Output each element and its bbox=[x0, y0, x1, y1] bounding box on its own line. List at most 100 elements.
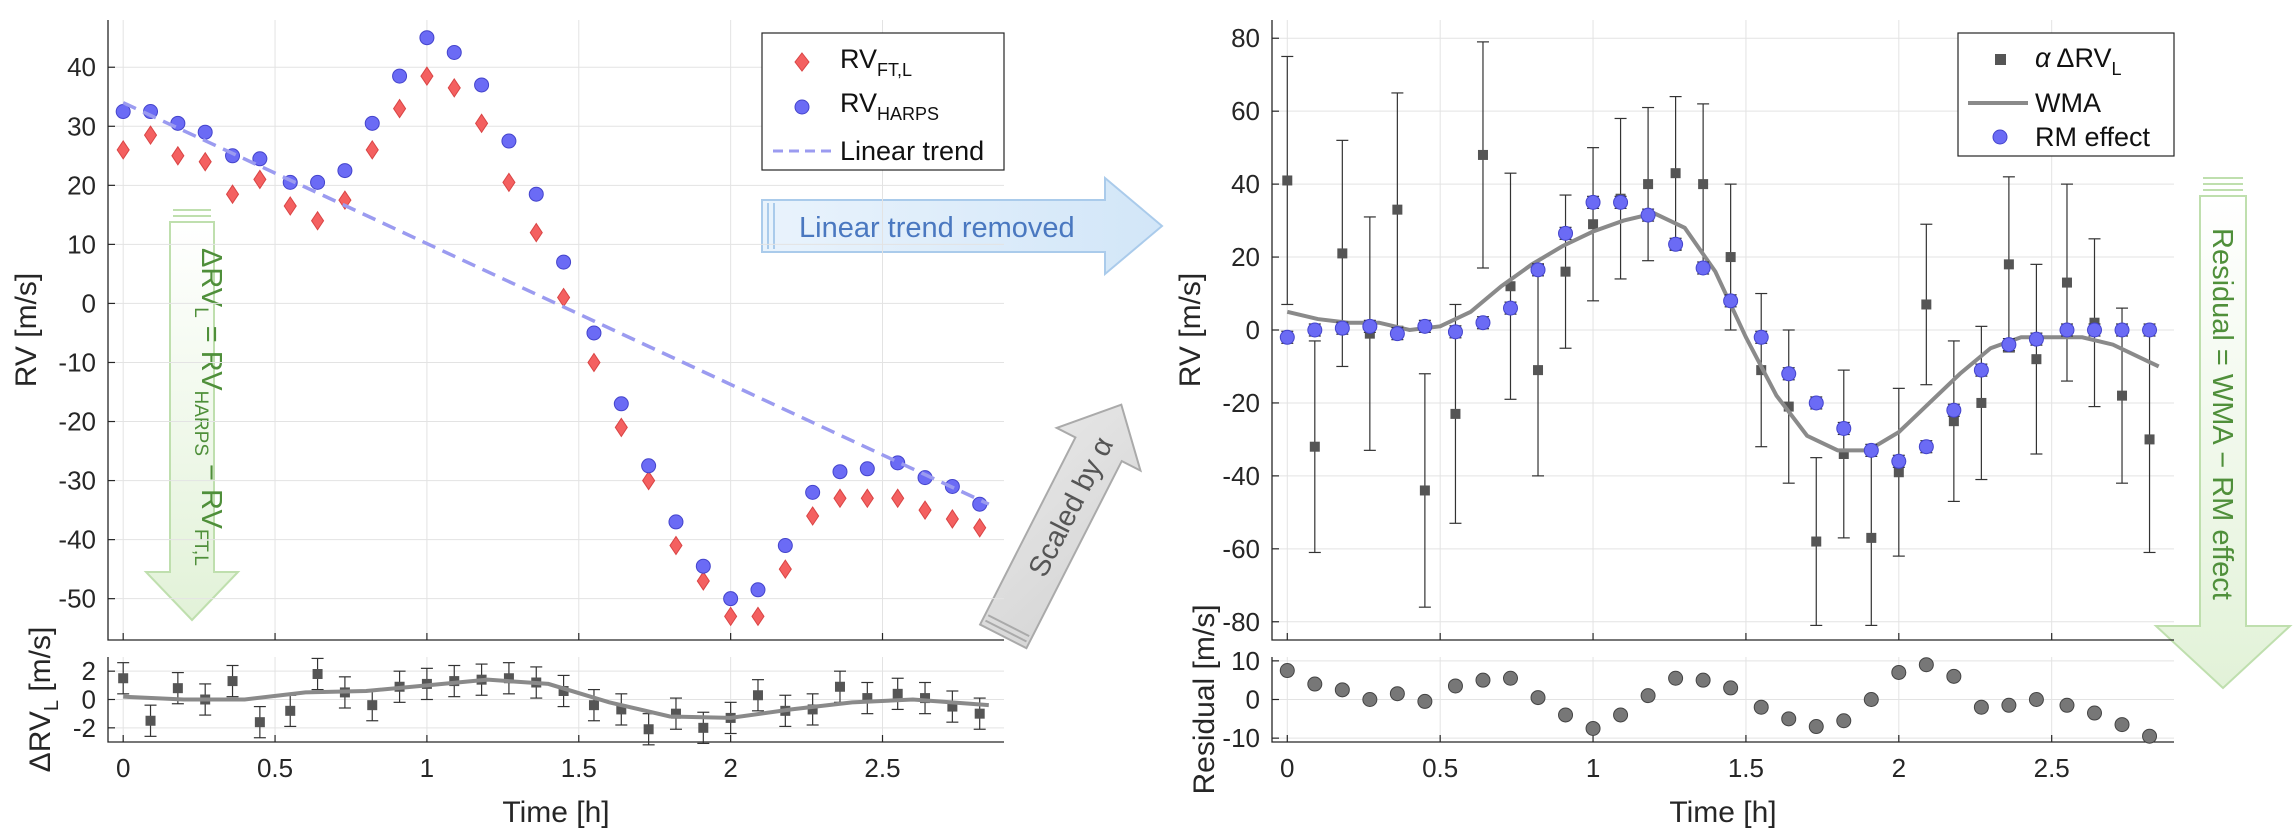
rm-effect-point bbox=[1973, 362, 1989, 378]
delta-rv-point bbox=[670, 708, 681, 719]
residual-point bbox=[1475, 672, 1491, 688]
y-tick-label: -40 bbox=[1222, 461, 1260, 491]
rv-harps-point bbox=[419, 30, 435, 46]
rv-ftl-point bbox=[502, 172, 516, 193]
delta-rv-point bbox=[1948, 416, 1959, 427]
delta-rv-point bbox=[1419, 485, 1430, 496]
delta-rv-point bbox=[588, 700, 599, 711]
residual-point bbox=[1585, 720, 1601, 736]
y-axis-label: RV [m/s] bbox=[10, 273, 43, 387]
wma-line bbox=[1286, 211, 2160, 453]
rv-ftl-point bbox=[225, 184, 240, 205]
rv-harps-point bbox=[586, 325, 602, 341]
delta-rv-point bbox=[1560, 266, 1571, 277]
y-tick-label: 0 bbox=[1246, 685, 1260, 715]
rv-ftl-point bbox=[338, 190, 352, 210]
delta-rv-point bbox=[227, 676, 238, 687]
left-difference-arrow bbox=[143, 221, 241, 622]
delta-rv-point bbox=[698, 722, 709, 733]
rv-ftl-point bbox=[918, 500, 932, 520]
rm-effect-point bbox=[1558, 225, 1574, 241]
y-axis-label: RV [m/s] bbox=[1174, 273, 1207, 387]
rv-ftl-point bbox=[447, 78, 461, 98]
rm-effect-point bbox=[1585, 194, 1601, 210]
y-tick-label: -10 bbox=[1222, 723, 1260, 753]
linear-trend-removed-arrow bbox=[761, 175, 1164, 277]
rm-effect-point bbox=[1307, 322, 1323, 338]
rv-ftl-point bbox=[283, 196, 297, 216]
y-tick-label: 2 bbox=[82, 656, 96, 686]
delta-rv-point bbox=[312, 669, 323, 679]
residual-point bbox=[1530, 690, 1546, 706]
x-tick-label: 1 bbox=[420, 753, 434, 783]
series-Linear trend bbox=[122, 101, 990, 506]
rm-effect-point bbox=[2001, 337, 2017, 353]
rv-ftl-point bbox=[696, 571, 710, 591]
rv-harps-point bbox=[556, 254, 572, 270]
delta-rv-point bbox=[118, 673, 129, 684]
delta-rv-point bbox=[643, 724, 654, 735]
rv-ftl-point bbox=[474, 113, 489, 134]
rm-effect-point bbox=[1723, 293, 1739, 309]
rv-harps-point bbox=[528, 186, 544, 202]
rv-harps-point bbox=[859, 461, 875, 477]
panel-right-bottom: -10 0 10 0 0.5 1 1.5 2 2.5 Time [h] Residual [m/s] bbox=[1188, 604, 2174, 829]
y-tick-label: -50 bbox=[58, 584, 96, 614]
delta-rv-point bbox=[1477, 149, 1488, 160]
rv-ftl-point bbox=[778, 559, 792, 580]
delta-rv-point bbox=[2144, 434, 2155, 445]
residual-point bbox=[1279, 663, 1295, 679]
linear-trend-removed-label: Linear trend removed bbox=[799, 212, 1075, 244]
residual-point bbox=[1558, 707, 1574, 723]
rm-effect-point bbox=[2059, 322, 2075, 338]
rm-effect-point bbox=[1836, 420, 1852, 436]
x-tick-label: 2.5 bbox=[864, 753, 900, 783]
delta-rv-point bbox=[558, 686, 569, 696]
delta-rv-point bbox=[1337, 248, 1348, 259]
rv-ftl-point bbox=[529, 222, 543, 243]
delta-rv-point bbox=[1643, 179, 1654, 190]
x-tick-label: 2.5 bbox=[2034, 753, 2070, 783]
x-tick-label: 1 bbox=[1586, 753, 1600, 783]
delta-rv-point bbox=[1893, 467, 1904, 478]
residual-point bbox=[1946, 668, 1962, 684]
y-axis-label: ΔRVL [m/s] bbox=[24, 627, 63, 773]
delta-rv-point bbox=[1505, 281, 1516, 292]
rv-harps-point bbox=[723, 591, 739, 607]
y-tick-label: 60 bbox=[1231, 96, 1260, 126]
rv-ftl-point bbox=[198, 151, 212, 172]
y-tick-label: -20 bbox=[1222, 388, 1260, 418]
rm-effect-point bbox=[1417, 318, 1433, 334]
delta-rv-point bbox=[1866, 532, 1877, 543]
rv-harps-point bbox=[641, 458, 657, 474]
y-tick-label: -60 bbox=[1222, 534, 1260, 564]
residual-point bbox=[1753, 699, 1769, 715]
rm-effect-point bbox=[1753, 329, 1769, 345]
delta-rv-point bbox=[892, 688, 903, 699]
axis-frame bbox=[107, 20, 1004, 641]
rv-harps-point bbox=[364, 115, 380, 131]
rv-ftl-point bbox=[806, 506, 820, 526]
rv-ftl-point bbox=[587, 352, 601, 373]
rv-harps-point bbox=[832, 464, 848, 480]
legend-wma-label: WMA bbox=[2035, 88, 2101, 118]
rm-effect-point bbox=[1362, 318, 1378, 334]
rv-harps-point bbox=[668, 514, 684, 530]
rv-harps-point bbox=[252, 151, 268, 167]
y-axis-label: Residual [m/s] bbox=[1188, 604, 1221, 794]
rv-harps-point bbox=[170, 115, 186, 131]
x-tick-label: 0 bbox=[1280, 753, 1294, 783]
y-tick-label: -10 bbox=[58, 347, 96, 377]
residual-point bbox=[1417, 693, 1433, 709]
rv-ftl-point bbox=[724, 606, 738, 627]
delta-rv-point bbox=[1783, 401, 1794, 412]
x-tick-label: 2 bbox=[1892, 753, 1906, 783]
residual-point bbox=[2142, 728, 2158, 744]
rv-harps-point bbox=[777, 538, 793, 554]
series-RV_HARPS bbox=[115, 30, 988, 607]
y-tick-label: -40 bbox=[58, 525, 96, 555]
y-tick-label: 20 bbox=[67, 170, 96, 200]
rv-ftl-point bbox=[833, 488, 847, 509]
axis-frame bbox=[107, 657, 1004, 743]
legend-rv-harps-label: RVHARPS bbox=[840, 88, 939, 124]
